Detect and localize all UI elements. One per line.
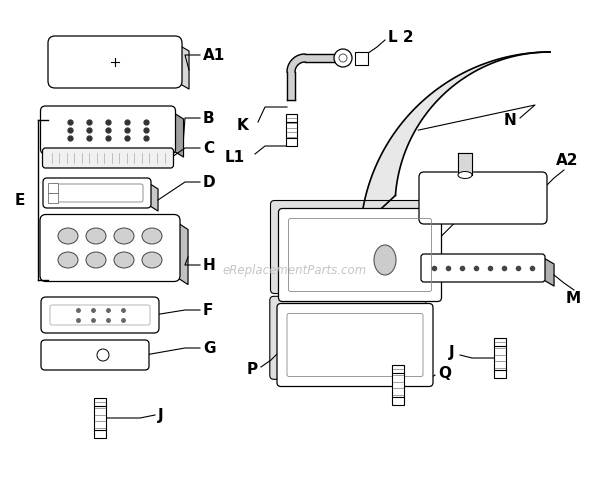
FancyBboxPatch shape xyxy=(270,296,426,379)
FancyBboxPatch shape xyxy=(277,303,433,387)
FancyBboxPatch shape xyxy=(41,106,175,154)
Polygon shape xyxy=(305,54,335,62)
Circle shape xyxy=(334,49,352,67)
Text: J: J xyxy=(158,408,163,422)
FancyBboxPatch shape xyxy=(41,297,159,333)
Circle shape xyxy=(339,54,347,62)
Polygon shape xyxy=(175,43,189,89)
Text: B: B xyxy=(203,111,215,125)
Circle shape xyxy=(97,349,109,361)
Ellipse shape xyxy=(142,228,162,244)
Text: D: D xyxy=(203,174,215,190)
Text: P: P xyxy=(247,362,258,376)
FancyBboxPatch shape xyxy=(421,254,545,282)
Text: G: G xyxy=(203,341,215,356)
Polygon shape xyxy=(542,257,554,286)
FancyBboxPatch shape xyxy=(48,36,182,88)
Bar xyxy=(494,338,506,378)
Bar xyxy=(94,398,106,438)
FancyBboxPatch shape xyxy=(42,148,173,168)
Text: A1: A1 xyxy=(203,48,225,63)
Ellipse shape xyxy=(86,228,106,244)
Text: L 2: L 2 xyxy=(388,29,414,45)
Ellipse shape xyxy=(86,252,106,268)
FancyBboxPatch shape xyxy=(419,172,547,224)
Polygon shape xyxy=(147,182,158,211)
Text: E: E xyxy=(15,193,25,207)
Text: C: C xyxy=(203,141,214,155)
Text: K: K xyxy=(236,118,248,132)
Text: O: O xyxy=(466,207,478,222)
Bar xyxy=(355,52,368,65)
Polygon shape xyxy=(360,52,550,228)
Polygon shape xyxy=(287,54,305,72)
FancyBboxPatch shape xyxy=(41,340,149,370)
FancyBboxPatch shape xyxy=(40,215,180,281)
Polygon shape xyxy=(458,153,472,175)
Ellipse shape xyxy=(458,172,472,178)
Ellipse shape xyxy=(58,252,78,268)
Text: H: H xyxy=(203,258,216,272)
FancyBboxPatch shape xyxy=(270,200,434,294)
Text: A2: A2 xyxy=(556,152,579,168)
Polygon shape xyxy=(174,220,188,285)
Bar xyxy=(392,365,404,405)
Text: eReplacementParts.com: eReplacementParts.com xyxy=(223,264,367,276)
FancyBboxPatch shape xyxy=(43,178,151,208)
Ellipse shape xyxy=(374,245,396,275)
Text: F: F xyxy=(203,302,214,318)
Text: L1: L1 xyxy=(225,149,245,165)
Ellipse shape xyxy=(114,252,134,268)
Bar xyxy=(48,193,58,203)
Text: J: J xyxy=(450,344,455,360)
Ellipse shape xyxy=(114,228,134,244)
Ellipse shape xyxy=(58,228,78,244)
Ellipse shape xyxy=(142,252,162,268)
Polygon shape xyxy=(171,111,183,157)
Text: M: M xyxy=(566,291,581,305)
FancyBboxPatch shape xyxy=(278,209,441,301)
Bar xyxy=(286,114,297,146)
Polygon shape xyxy=(287,72,295,100)
Text: Q: Q xyxy=(438,366,451,381)
Text: N: N xyxy=(503,113,516,127)
Bar xyxy=(48,183,58,193)
